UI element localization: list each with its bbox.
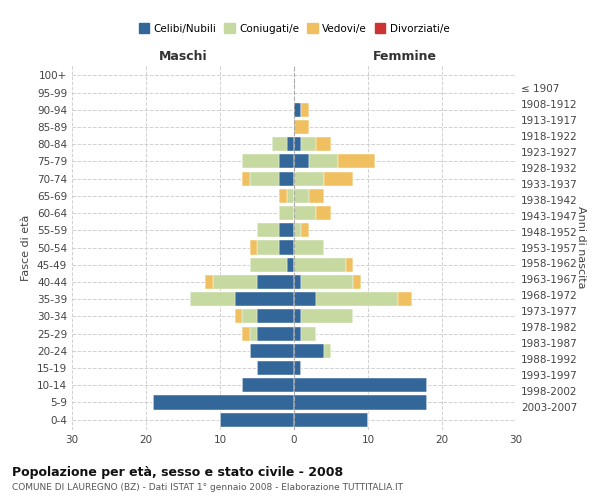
Bar	[346, 258, 353, 272]
Bar	[398, 292, 412, 306]
Bar	[279, 223, 294, 238]
Bar	[294, 310, 301, 324]
Bar	[294, 412, 368, 426]
Bar	[294, 189, 309, 203]
Bar	[235, 310, 242, 324]
Bar	[301, 310, 353, 324]
Bar	[235, 292, 294, 306]
Bar	[294, 240, 323, 254]
Bar	[154, 396, 294, 409]
Bar	[250, 344, 294, 358]
Bar	[301, 326, 316, 340]
Text: Maschi: Maschi	[158, 50, 208, 64]
Bar	[294, 120, 309, 134]
Text: Femmine: Femmine	[373, 50, 437, 64]
Text: COMUNE DI LAUREGNO (BZ) - Dati ISTAT 1° gennaio 2008 - Elaborazione TUTTITALIA.I: COMUNE DI LAUREGNO (BZ) - Dati ISTAT 1° …	[12, 482, 403, 492]
Bar	[353, 275, 361, 289]
Bar	[301, 137, 316, 152]
Bar	[301, 102, 309, 117]
Bar	[279, 172, 294, 185]
Bar	[242, 154, 279, 168]
Bar	[257, 361, 294, 375]
Bar	[287, 258, 294, 272]
Bar	[294, 172, 323, 185]
Bar	[242, 310, 257, 324]
Bar	[257, 326, 294, 340]
Bar	[279, 154, 294, 168]
Bar	[294, 292, 316, 306]
Bar	[294, 326, 301, 340]
Bar	[279, 206, 294, 220]
Bar	[242, 326, 250, 340]
Text: Popolazione per età, sesso e stato civile - 2008: Popolazione per età, sesso e stato civil…	[12, 466, 343, 479]
Bar	[190, 292, 235, 306]
Bar	[316, 292, 398, 306]
Bar	[279, 240, 294, 254]
Bar	[250, 240, 257, 254]
Bar	[338, 154, 376, 168]
Bar	[294, 275, 301, 289]
Bar	[294, 137, 301, 152]
Bar	[309, 154, 338, 168]
Bar	[301, 275, 353, 289]
Bar	[257, 240, 279, 254]
Bar	[250, 258, 287, 272]
Legend: Celibi/Nubili, Coniugati/e, Vedovi/e, Divorziati/e: Celibi/Nubili, Coniugati/e, Vedovi/e, Di…	[134, 19, 454, 38]
Y-axis label: Anni di nascita: Anni di nascita	[576, 206, 586, 289]
Bar	[323, 344, 331, 358]
Bar	[257, 310, 294, 324]
Bar	[287, 189, 294, 203]
Bar	[294, 223, 301, 238]
Bar	[250, 326, 257, 340]
Bar	[309, 189, 323, 203]
Bar	[294, 258, 346, 272]
Bar	[287, 137, 294, 152]
Bar	[242, 172, 250, 185]
Bar	[257, 223, 279, 238]
Bar	[294, 344, 323, 358]
Bar	[205, 275, 212, 289]
Bar	[294, 102, 301, 117]
Y-axis label: Fasce di età: Fasce di età	[22, 214, 31, 280]
Bar	[294, 396, 427, 409]
Bar	[294, 361, 301, 375]
Bar	[294, 154, 309, 168]
Bar	[272, 137, 287, 152]
Bar	[250, 172, 279, 185]
Bar	[316, 137, 331, 152]
Bar	[316, 206, 331, 220]
Bar	[294, 206, 316, 220]
Bar	[301, 223, 309, 238]
Bar	[220, 412, 294, 426]
Bar	[212, 275, 257, 289]
Bar	[257, 275, 294, 289]
Bar	[323, 172, 353, 185]
Bar	[279, 189, 287, 203]
Bar	[294, 378, 427, 392]
Bar	[242, 378, 294, 392]
